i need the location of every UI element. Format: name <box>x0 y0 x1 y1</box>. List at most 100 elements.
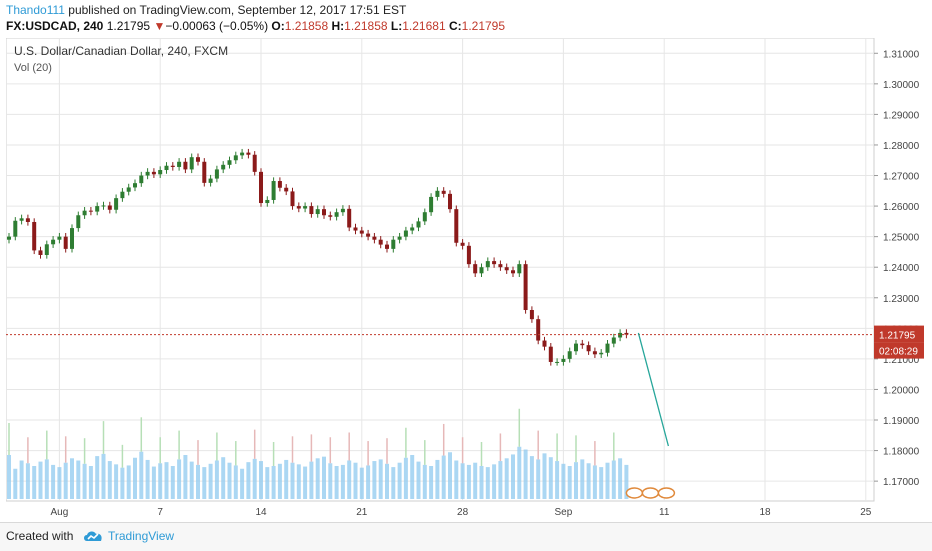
author-link[interactable]: Thando111 <box>6 3 65 17</box>
volume-bar <box>529 456 534 499</box>
candle-body <box>416 221 421 228</box>
low-value: 1.21681 <box>402 19 446 33</box>
y-tick-label: 1.17000 <box>883 477 920 488</box>
volume-bar <box>227 462 232 499</box>
x-tick-label: 11 <box>659 507 670 518</box>
volume-bar <box>38 461 43 499</box>
volume-bar <box>441 455 446 499</box>
y-tick-label: 1.30000 <box>883 80 920 91</box>
price-chart[interactable]: 1.31000 1.30000 1.29000 1.28000 1.27000 1.260… <box>5 37 926 521</box>
candle-body <box>38 250 43 255</box>
chart-header: Thando111 published on TradingView.com, … <box>0 0 932 36</box>
volume-bar <box>511 454 515 499</box>
candle-body <box>334 212 339 217</box>
candle-body <box>473 264 478 274</box>
volume-bar <box>158 463 163 499</box>
candle-body <box>183 161 188 170</box>
overlay: 1.21795 02:08:29 <box>6 325 924 499</box>
volume-bars <box>7 408 629 499</box>
volume-bar <box>454 460 459 499</box>
volume-bar <box>416 461 421 499</box>
candle-body <box>265 199 270 204</box>
countdown-tag-label: 02:08:29 <box>879 347 918 358</box>
volume-bar <box>328 463 333 499</box>
candle-body <box>555 361 560 363</box>
volume-bar <box>170 466 175 499</box>
price-axis: 1.31000 1.30000 1.29000 1.28000 1.27000 1.260… <box>874 49 920 488</box>
candle-body <box>340 208 345 213</box>
last-price: 1.21795 <box>106 19 151 33</box>
candle-body <box>536 319 541 341</box>
volume-bar <box>340 464 345 499</box>
volume-bar <box>277 463 282 499</box>
chart-title: U.S. Dollar/Canadian Dollar, 240, FXCM <box>14 44 228 58</box>
y-tick-label: 1.23000 <box>883 294 920 305</box>
volume-bar <box>233 465 238 499</box>
volume-bar <box>492 464 497 499</box>
candle-body <box>460 242 465 246</box>
candle-body <box>492 261 497 265</box>
last-price-tag-label: 1.21795 <box>879 331 916 342</box>
y-tick-label: 1.19000 <box>883 416 920 427</box>
x-tick-label: 14 <box>255 507 267 518</box>
volume-bar <box>246 462 251 499</box>
candle-body <box>101 205 106 207</box>
candle-body <box>397 236 402 240</box>
footer: Created with TradingView <box>0 522 932 551</box>
volume-bar <box>259 461 263 499</box>
chart-area[interactable]: 1.31000 1.30000 1.29000 1.28000 1.27000 1.260… <box>5 37 926 521</box>
volume-bar <box>397 462 402 499</box>
candle-body <box>403 230 408 237</box>
volume-bar <box>177 459 182 499</box>
candle-body <box>19 218 24 221</box>
volume-bar <box>372 461 377 499</box>
candle-body <box>410 227 415 231</box>
volume-bar <box>208 463 213 499</box>
symbol-label[interactable]: FX:USDCAD, 240 <box>6 19 104 33</box>
volume-bar <box>95 456 100 499</box>
candle-body <box>385 244 389 249</box>
economic-event-icon <box>657 487 676 499</box>
volume-bar <box>618 458 623 499</box>
candle-body <box>227 160 232 165</box>
candle-body <box>479 267 484 274</box>
candle-body <box>448 193 452 210</box>
down-arrow-icon: ▼ <box>153 19 166 33</box>
volume-bar <box>107 461 112 499</box>
low-label: L: <box>390 19 403 33</box>
volume-bar <box>290 462 295 499</box>
volume-bar <box>586 463 591 499</box>
volume-bar <box>498 461 503 499</box>
candle-body <box>347 208 352 228</box>
candle-body <box>13 220 18 237</box>
candle-body <box>246 152 251 155</box>
candle-body <box>542 340 547 347</box>
candle-body <box>233 155 238 161</box>
volume-bar <box>145 459 150 499</box>
candle-body <box>63 236 68 249</box>
volume-bar <box>7 455 11 499</box>
candle-body <box>529 309 534 320</box>
volume-bar <box>284 459 289 499</box>
candle-body <box>586 345 591 352</box>
candle-body <box>51 239 56 245</box>
volume-bar <box>32 466 37 499</box>
tradingview-logo[interactable]: TradingView <box>82 527 174 545</box>
publish-line: Thando111 published on TradingView.com, … <box>6 3 406 17</box>
candle-body <box>309 206 314 215</box>
forecast-trendline <box>637 332 670 447</box>
candle-body <box>57 236 62 240</box>
candle-body <box>422 212 427 222</box>
candle-body <box>32 221 37 251</box>
last-price-tag <box>874 325 924 343</box>
volume-bar <box>296 464 301 499</box>
candle-body <box>599 352 604 355</box>
candle-body <box>303 206 308 209</box>
candle-body <box>145 171 150 176</box>
volume-bar <box>561 463 566 499</box>
candle-body <box>353 227 358 231</box>
cloud-logo-icon <box>84 531 102 541</box>
volume-bar <box>347 460 352 499</box>
candle-body <box>315 209 320 215</box>
volume-bar <box>189 461 194 499</box>
